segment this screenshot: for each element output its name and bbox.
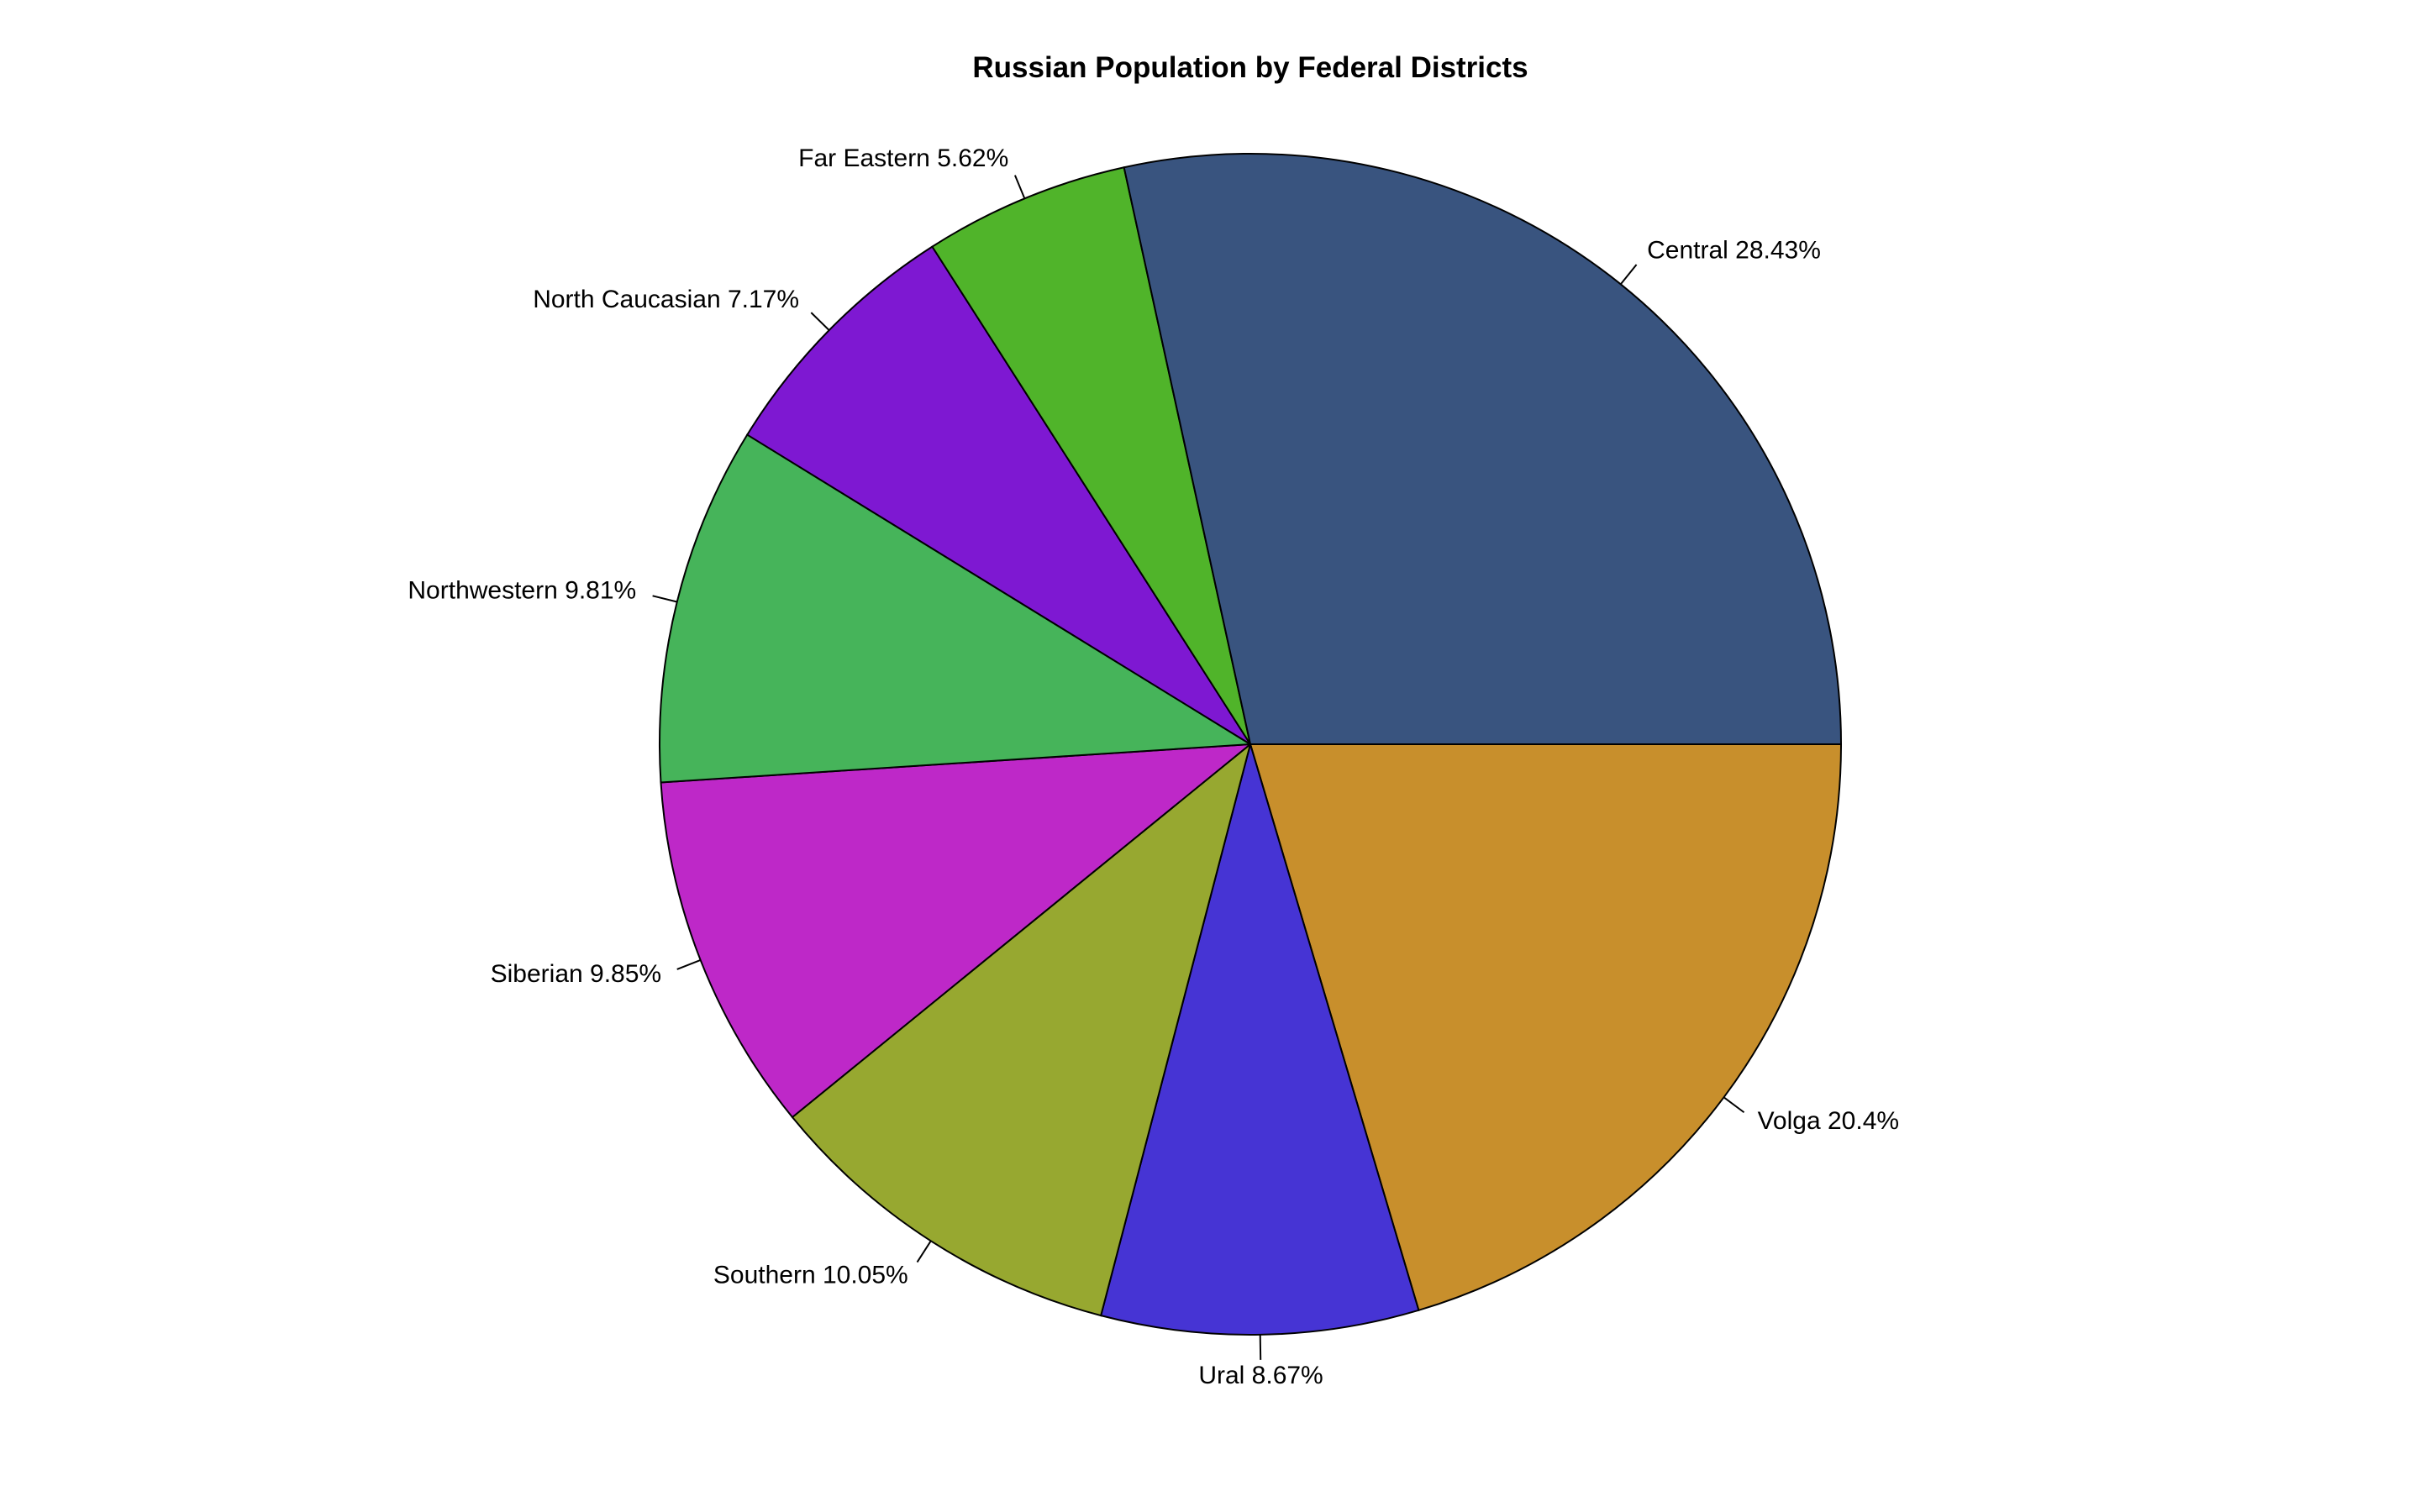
label-tick — [1013, 175, 1026, 199]
label-tick — [652, 595, 677, 603]
slice-label: North Caucasian 7.17% — [533, 286, 799, 313]
slice-label: Ural 8.67% — [1198, 1362, 1323, 1389]
slice-label: Far Eastern 5.62% — [798, 144, 1008, 172]
slice-labels-layer: Volga 20.4% Ural 8.67% Southern 10.05% Sibe… — [408, 144, 1899, 1389]
slice-label: Siberian 9.85% — [491, 960, 661, 988]
pie-slice-volga — [1249, 743, 1843, 1312]
chart-title: Russian Population by Federal Districts — [972, 51, 1528, 84]
label-tick — [810, 312, 830, 331]
pie-slice-north-caucasian — [745, 245, 1251, 745]
label-ticks-layer — [652, 175, 1745, 1360]
label-tick — [1723, 1096, 1745, 1114]
pie-slice-southern — [791, 742, 1252, 1317]
label-tick — [1259, 1334, 1262, 1360]
slice-label: Northwestern 9.81% — [408, 576, 636, 604]
label-tick — [916, 1240, 932, 1263]
pie-slice-far-eastern — [931, 166, 1251, 745]
label-tick — [1619, 264, 1638, 285]
pie-slice-central — [1123, 153, 1843, 745]
slice-label: Volga 20.4% — [1758, 1107, 1899, 1135]
slice-label: Southern 10.05% — [713, 1261, 908, 1289]
pie-slice-northwestern — [659, 433, 1254, 784]
label-tick — [676, 959, 702, 970]
slice-label: Central 28.43% — [1647, 236, 1821, 264]
slices-layer — [659, 153, 1843, 1336]
